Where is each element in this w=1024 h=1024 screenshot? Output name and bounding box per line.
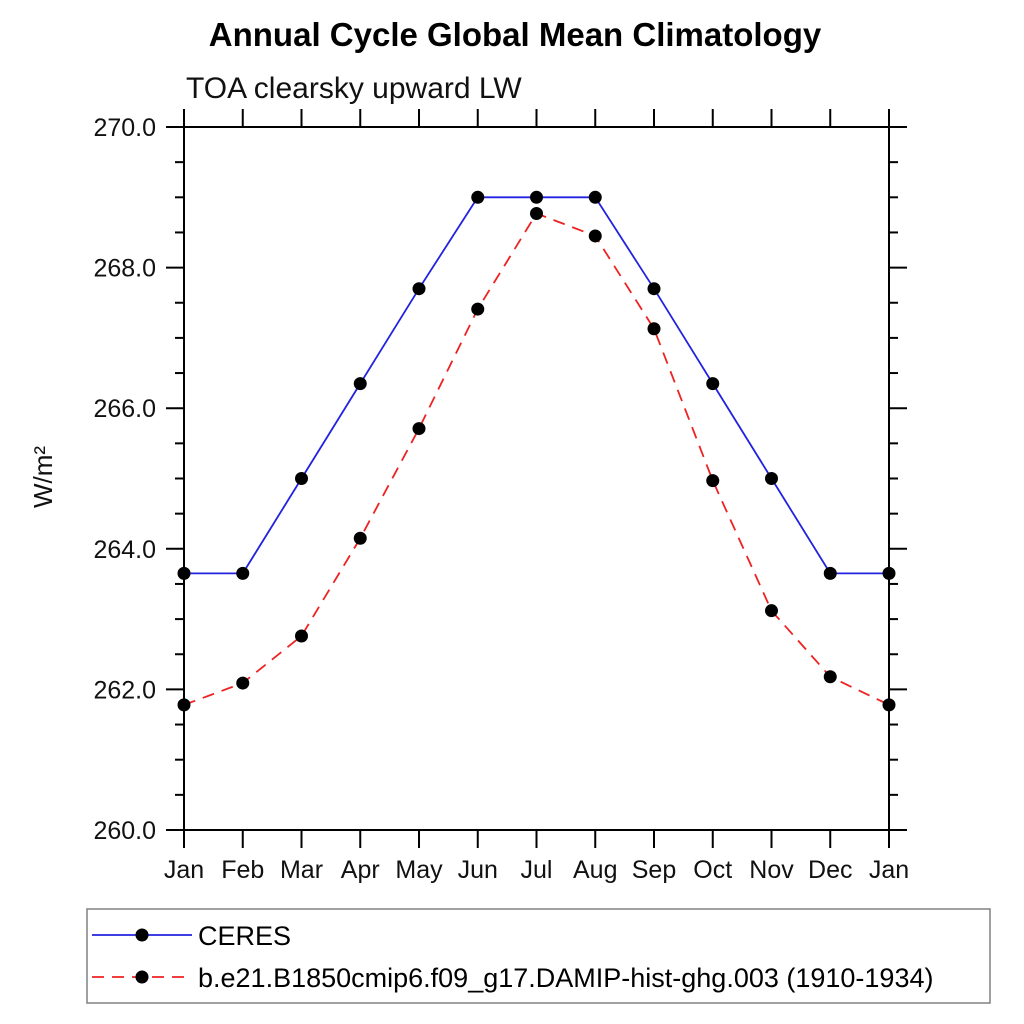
axes: Jan Feb Mar Apr May Jun Jul Aug Sep Oct Nov Dec Jan 2… (93, 109, 909, 884)
y-tick-label: 270.0 (93, 114, 156, 142)
data-point-marker (765, 604, 778, 618)
x-tick-label: Apr (341, 856, 380, 884)
x-tick-label: Dec (808, 856, 852, 884)
data-point-marker (471, 302, 485, 316)
y-tick-label: 262.0 (93, 676, 156, 704)
x-tick-label: Aug (573, 856, 617, 884)
data-point-marker (412, 282, 426, 296)
legend-label: b.e21.B1850cmip6.f09_g17.DAMIP-hist-ghg.… (198, 963, 933, 993)
x-tick-label: Jan (869, 856, 909, 884)
data-point-marker (588, 190, 602, 204)
series-line-0 (184, 196, 889, 575)
y-tick-label: 266.0 (93, 395, 156, 423)
data-point-marker (647, 282, 661, 296)
x-tick-label: Jan (164, 856, 204, 884)
data-point-marker (706, 377, 720, 391)
legend: CERES b.e21.B1850cmip6.f09_g17.DAMIP-hist… (86, 908, 991, 1004)
data-point-marker (236, 676, 250, 690)
x-tick-label: May (395, 856, 443, 884)
data-point-marker (882, 566, 896, 580)
x-tick-label: Jun (458, 856, 498, 884)
data-point-marker (882, 698, 896, 712)
chart-title: Annual Cycle Global Mean Climatology (209, 16, 822, 53)
legend-label: CERES (198, 921, 291, 951)
x-tick-label: Feb (221, 856, 264, 884)
chart-subtitle: TOA clearsky upward LW (186, 72, 522, 105)
y-axis-label: W/m² (28, 446, 58, 508)
x-tick-label: Nov (749, 856, 794, 884)
x-tick-label: Mar (280, 856, 323, 884)
data-point-marker (706, 474, 720, 488)
data-point-marker (765, 472, 778, 485)
legend-marker (135, 928, 149, 942)
y-tick-label: 268.0 (93, 255, 156, 283)
data-point-marker (471, 190, 485, 204)
series-line-1 (183, 212, 890, 706)
x-tick-label: Jul (521, 856, 553, 884)
data-point-marker (177, 566, 191, 580)
data-point-marker (412, 422, 426, 436)
y-tick-label: 264.0 (93, 536, 156, 564)
legend-marker (135, 970, 149, 984)
data-point-marker (530, 190, 543, 204)
data-point-marker (353, 377, 367, 391)
data-point-marker (236, 566, 250, 580)
plot-frame (183, 126, 890, 831)
data-point-marker (353, 531, 367, 545)
x-tick-label: Sep (632, 856, 676, 884)
data-point-marker (823, 566, 837, 580)
data-point-marker (295, 629, 308, 643)
data-point-marker (823, 670, 837, 684)
data-point-marker (177, 698, 191, 712)
data-point-marker (530, 206, 543, 220)
data-point-marker (295, 472, 308, 485)
data-series (177, 190, 896, 712)
legend-box (86, 908, 991, 1004)
data-point-marker (647, 322, 661, 336)
y-tick-label: 260.0 (93, 817, 156, 845)
x-tick-label: Oct (693, 856, 732, 884)
data-point-marker (588, 229, 602, 243)
